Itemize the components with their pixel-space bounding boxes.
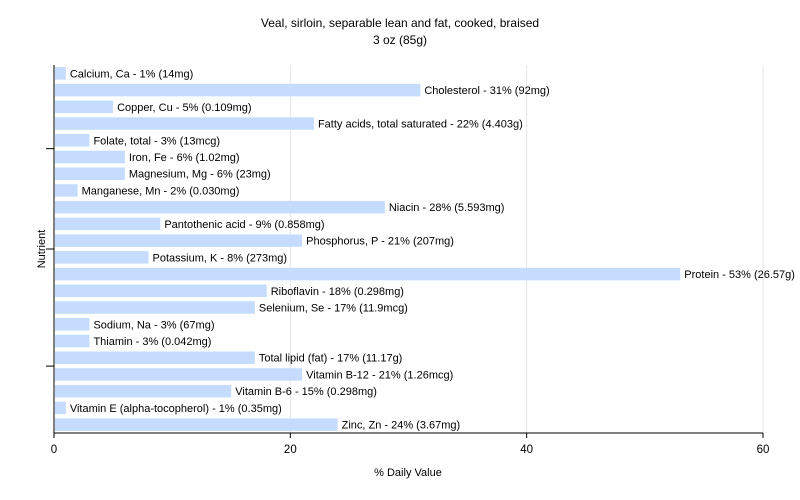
bar bbox=[55, 284, 267, 298]
bar bbox=[55, 184, 78, 197]
bar-label: Vitamin B-12 - 21% (1.26mcg) bbox=[306, 369, 453, 381]
bar-label: Potassium, K - 8% (273mg) bbox=[153, 252, 287, 264]
bar bbox=[55, 150, 125, 164]
bar bbox=[55, 267, 681, 281]
bar bbox=[55, 200, 385, 214]
x-tick-label: 60 bbox=[757, 444, 770, 456]
bar-label: Manganese, Mn - 2% (0.030mg) bbox=[82, 185, 240, 197]
x-tick-label: 0 bbox=[51, 444, 57, 456]
bar-label: Total lipid (fat) - 17% (11.17g) bbox=[259, 353, 402, 365]
bar-label: Thiamin - 3% (0.042mg) bbox=[93, 336, 211, 348]
bar-label: Sodium, Na - 3% (67mg) bbox=[93, 319, 214, 331]
bar-label: Copper, Cu - 5% (0.109mg) bbox=[117, 102, 252, 114]
bar bbox=[55, 368, 303, 381]
bar bbox=[55, 83, 421, 97]
x-tick-label: 40 bbox=[520, 444, 533, 456]
bar bbox=[55, 217, 161, 231]
bar-label: Vitamin B-6 - 15% (0.298mg) bbox=[235, 386, 377, 398]
bar bbox=[55, 351, 255, 364]
bar bbox=[55, 301, 255, 314]
bar-label: Phosphorus, P - 21% (207mg) bbox=[306, 236, 454, 248]
bar-label: Protein - 53% (26.57g) bbox=[684, 269, 795, 281]
bar-label: Cholesterol - 31% (92mg) bbox=[424, 85, 549, 97]
bars: Calcium, Ca - 1% (14mg) Cholesterol - 31%… bbox=[55, 67, 795, 432]
bar-label: Magnesium, Mg - 6% (23mg) bbox=[129, 169, 271, 181]
bar-label: Iron, Fe - 6% (1.02mg) bbox=[129, 152, 240, 164]
bar-label: Vitamin E (alpha-tocopherol) - 1% (0.35m… bbox=[70, 403, 282, 415]
bar bbox=[55, 384, 232, 398]
bar-label: Selenium, Se - 17% (11.9mcg) bbox=[259, 303, 408, 315]
bar bbox=[55, 401, 66, 415]
bar-label: Folate, total - 3% (13mcg) bbox=[93, 135, 220, 147]
bar bbox=[55, 117, 314, 130]
bar bbox=[55, 100, 114, 114]
bar-label: Niacin - 28% (5.593mg) bbox=[389, 202, 505, 214]
bar bbox=[55, 418, 338, 431]
chart-title: Veal, sirloin, separable lean and fat, c… bbox=[261, 16, 539, 30]
bar-label: Pantothenic acid - 9% (0.858mg) bbox=[164, 219, 324, 231]
bar-label: Fatty acids, total saturated - 22% (4.40… bbox=[318, 119, 523, 131]
bar bbox=[55, 134, 90, 147]
bar bbox=[55, 251, 149, 264]
chart-subtitle: 3 oz (85g) bbox=[373, 33, 427, 47]
bar bbox=[55, 318, 90, 331]
x-axis-label: % Daily Value bbox=[374, 467, 442, 479]
x-tick-label: 20 bbox=[284, 444, 297, 456]
bar-label: Riboflavin - 18% (0.298mg) bbox=[271, 286, 404, 298]
bar-label: Zinc, Zn - 24% (3.67mg) bbox=[342, 420, 461, 432]
bar bbox=[55, 234, 303, 247]
axes: 0 20 40 60 bbox=[46, 65, 769, 456]
y-axis-label: Nutrient bbox=[36, 230, 48, 269]
bar bbox=[55, 167, 125, 180]
bar-label: Calcium, Ca - 1% (14mg) bbox=[70, 68, 193, 80]
bar bbox=[55, 67, 66, 80]
bar bbox=[55, 334, 90, 348]
